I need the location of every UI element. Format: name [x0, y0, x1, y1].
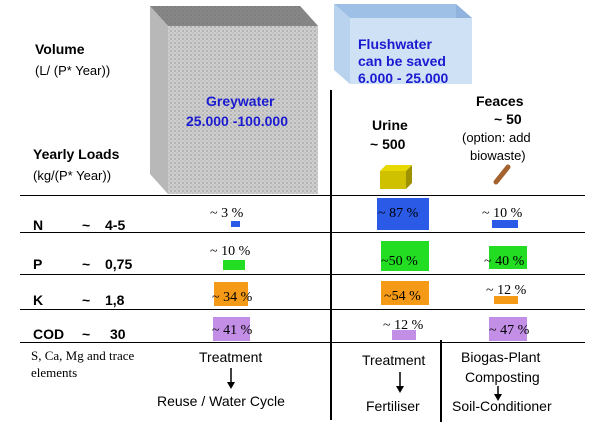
- trace-line-2: elements: [31, 365, 78, 380]
- urine-volume: ~ 500: [370, 136, 406, 152]
- row-n-value: 4-5: [105, 217, 126, 233]
- feaces-volume: ~ 50: [494, 111, 522, 127]
- column-divider-left: [330, 90, 332, 420]
- greywater-cube: [150, 6, 318, 194]
- feaces-arrow-icon: [494, 386, 502, 401]
- cod-urine-pct: ~ 12 %: [383, 318, 424, 333]
- row-p-approx: ~: [82, 256, 91, 272]
- flushwater-line-2: can be saved: [358, 53, 446, 69]
- row-cod-approx: ~: [82, 326, 91, 342]
- feaces-note-1: (option: add: [462, 130, 531, 145]
- greywater-name: Greywater: [206, 93, 275, 109]
- k-urine-bar: [381, 281, 429, 305]
- feaces-note-2: biowaste): [470, 148, 526, 163]
- urine-arrow-icon: [396, 372, 404, 393]
- greywater-treatment: Treatment: [199, 349, 263, 365]
- flushwater-cube: [334, 4, 472, 84]
- cod-feaces-bar: [489, 317, 527, 341]
- feaces-process-1: Biogas-Plant: [461, 349, 541, 365]
- n-urine-bar: [377, 198, 429, 230]
- p-urine-bar: [381, 241, 429, 271]
- trace-line-1: S, Ca, Mg and trace: [31, 348, 135, 363]
- cod-feaces-pct: ~ 47 %: [489, 323, 530, 338]
- n-greywater-bar: [231, 221, 240, 227]
- flushwater-line-1: Flushwater: [358, 36, 432, 52]
- column-divider-right: [440, 340, 442, 422]
- row-k-approx: ~: [82, 292, 91, 308]
- row-line-4: [20, 342, 585, 343]
- row-line-2: [20, 274, 585, 275]
- row-p-value: 0,75: [105, 256, 133, 272]
- yearly-loads-unit: (kg/(P* Year)): [33, 168, 112, 183]
- row-cod-label: COD: [33, 326, 65, 342]
- row-cod-value: 30: [110, 326, 126, 342]
- urine-treatment: Treatment: [362, 352, 426, 368]
- greywater-result: Reuse / Water Cycle: [157, 393, 285, 409]
- cod-greywater-bar: [213, 317, 250, 341]
- k-feaces-bar: [494, 296, 518, 304]
- k-feaces-pct: ~ 12 %: [486, 283, 527, 298]
- n-feaces-bar: [492, 220, 518, 228]
- row-n-approx: ~: [82, 217, 91, 233]
- feaces-name: Feaces: [476, 93, 524, 109]
- n-greywater-pct: ~ 3 %: [210, 206, 244, 221]
- feaces-process-2: Composting: [465, 369, 540, 385]
- feaces-icon: [493, 164, 511, 185]
- volume-unit: (L/ (P* Year)): [35, 63, 111, 78]
- k-urine-pct: ~54 %: [384, 289, 421, 304]
- p-greywater-bar: [223, 260, 245, 270]
- row-line-3: [20, 309, 585, 310]
- k-greywater-bar: [214, 282, 248, 306]
- p-feaces-bar: [489, 246, 527, 269]
- p-feaces-pct: ~ 40 %: [484, 254, 525, 269]
- row-n-label: N: [33, 217, 44, 233]
- urine-name: Urine: [372, 117, 408, 133]
- n-feaces-pct: ~ 10 %: [482, 206, 523, 221]
- feaces-result: Soil-Conditioner: [452, 398, 552, 414]
- cod-urine-bar: [392, 330, 416, 340]
- yearly-loads-label: Yearly Loads: [33, 146, 120, 162]
- row-p-label: P: [33, 256, 43, 272]
- volume-label: Volume: [35, 41, 85, 57]
- urine-result: Fertiliser: [366, 398, 420, 414]
- row-k-value: 1,8: [105, 292, 125, 308]
- urine-cube: [380, 165, 412, 189]
- row-k-label: K: [33, 292, 44, 308]
- p-greywater-pct: ~ 10 %: [210, 244, 251, 259]
- row-line-1: [20, 232, 585, 233]
- flushwater-line-3: 6.000 - 25.000: [358, 70, 449, 86]
- p-urine-pct: ~50 %: [381, 254, 418, 269]
- k-greywater-pct: ~ 34 %: [212, 290, 253, 305]
- greywater-volume: 25.000 -100.000: [186, 113, 288, 129]
- n-urine-pct: ~ 87 %: [378, 206, 419, 221]
- cod-greywater-pct: ~ 41 %: [212, 323, 253, 338]
- greywater-arrow-icon: [227, 368, 235, 389]
- row-line-top: [20, 195, 585, 196]
